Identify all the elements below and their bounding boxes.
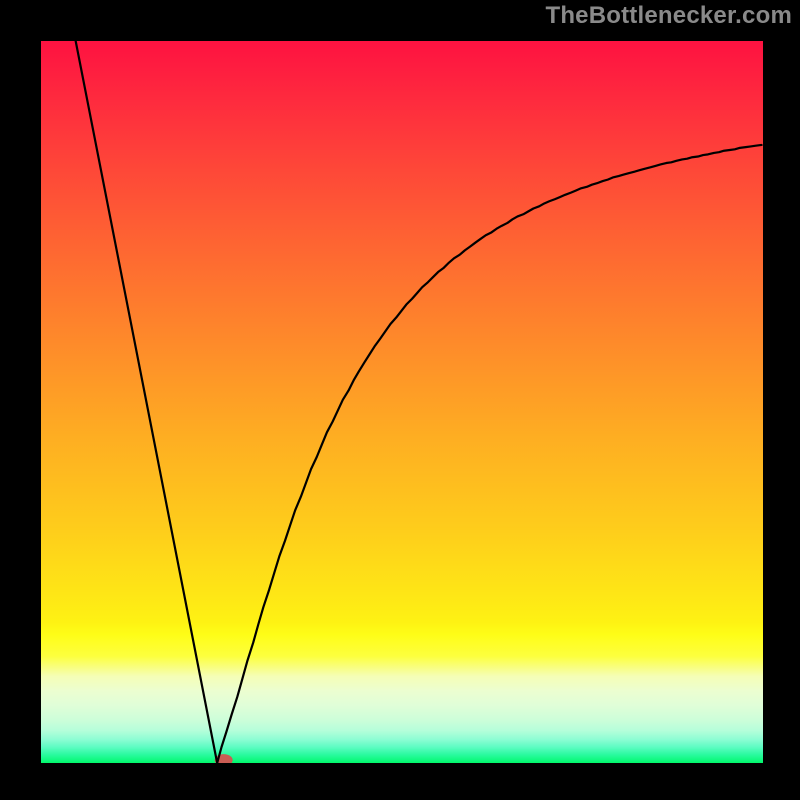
curve-layer (41, 41, 763, 763)
plot-area (41, 41, 763, 763)
chart-container: TheBottlenecker.com (0, 0, 800, 800)
bottleneck-curve (76, 41, 762, 763)
watermark-text: TheBottlenecker.com (545, 2, 792, 30)
